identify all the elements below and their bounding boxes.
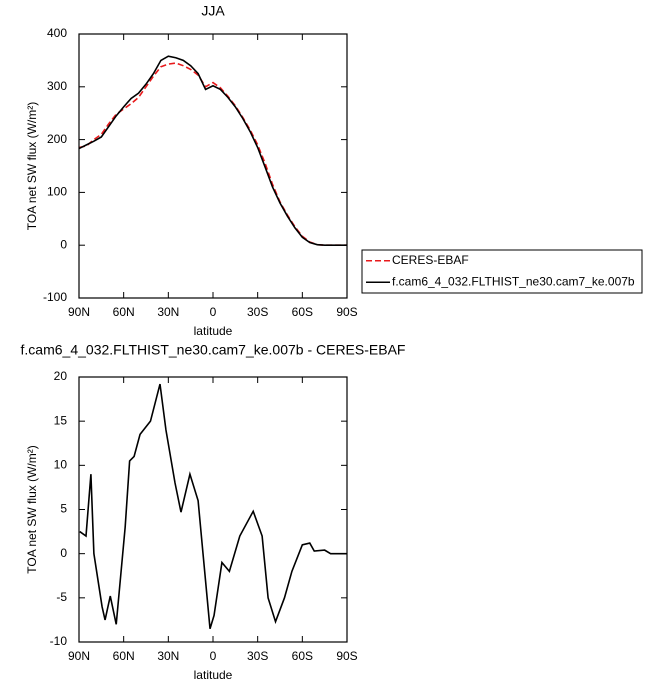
y-tick-label: 200 — [47, 132, 67, 146]
x-tick-label: 90N — [68, 305, 90, 319]
x-tick-label: 0 — [210, 649, 217, 663]
x-tick-label: 30S — [247, 649, 268, 663]
y-tick-label: 0 — [60, 546, 67, 560]
data-line — [78, 55, 347, 246]
y-tick-label: 15 — [54, 413, 68, 427]
y-axis-label: TOA net SW flux (W/m²) — [25, 102, 39, 230]
y-tick-label: 10 — [54, 458, 68, 472]
x-tick-label: 60S — [292, 649, 313, 663]
y-tick-label: 0 — [60, 237, 67, 251]
y-tick-label: 100 — [47, 185, 67, 199]
plot-frame — [78, 33, 348, 299]
x-tick-label: 60N — [113, 305, 135, 319]
chart-title: f.cam6_4_032.FLTHIST_ne30.cam7_ke.007b -… — [21, 342, 406, 358]
y-tick-label: -100 — [43, 290, 67, 304]
y-tick-label: 5 — [60, 502, 67, 516]
legend-box — [361, 249, 643, 294]
data-line — [78, 62, 347, 246]
plot-frame — [78, 376, 348, 643]
x-tick-label: 60N — [113, 649, 135, 663]
x-tick-label: 0 — [210, 305, 217, 319]
x-tick-label: 60S — [292, 305, 313, 319]
x-tick-label: 90N — [68, 649, 90, 663]
x-axis-label: latitude — [194, 668, 233, 682]
legend-label: CERES-EBAF — [392, 253, 469, 267]
y-tick-label: 300 — [47, 79, 67, 93]
y-tick-label: 20 — [54, 369, 68, 383]
x-tick-label: 90S — [336, 305, 357, 319]
x-tick-label: 30S — [247, 305, 268, 319]
chart-title: JJA — [201, 3, 225, 19]
x-tick-label: 30N — [157, 305, 179, 319]
y-tick-label: 400 — [47, 26, 67, 40]
y-tick-label: -10 — [50, 634, 68, 648]
y-axis-label: TOA net SW flux (W/m²) — [25, 445, 39, 573]
y-tick-label: -5 — [56, 590, 67, 604]
x-tick-label: 90S — [336, 649, 357, 663]
x-tick-label: 30N — [157, 649, 179, 663]
legend-label: f.cam6_4_032.FLTHIST_ne30.cam7_ke.007b — [392, 274, 635, 288]
data-line — [79, 383, 347, 629]
x-axis-label: latitude — [194, 324, 233, 338]
